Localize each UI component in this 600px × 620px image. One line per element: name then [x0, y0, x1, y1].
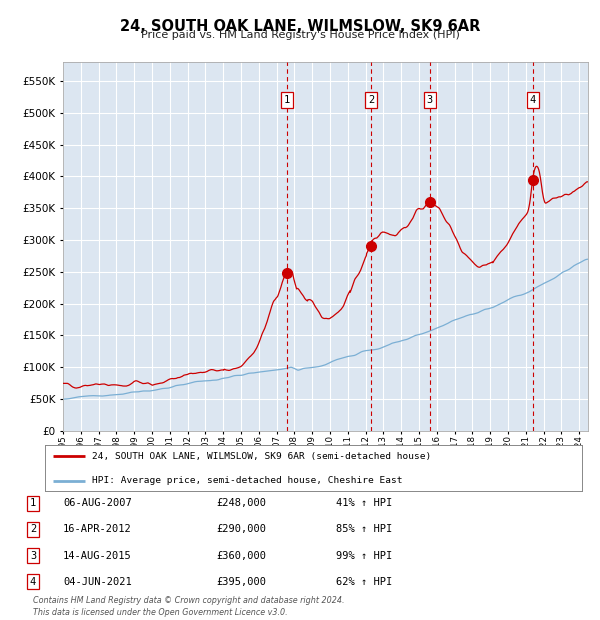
Text: 3: 3: [427, 95, 433, 105]
Text: Contains HM Land Registry data © Crown copyright and database right 2024.
This d: Contains HM Land Registry data © Crown c…: [33, 596, 344, 617]
Text: £248,000: £248,000: [216, 498, 266, 508]
Text: £395,000: £395,000: [216, 577, 266, 587]
Text: 14-AUG-2015: 14-AUG-2015: [63, 551, 132, 560]
Text: 4: 4: [30, 577, 36, 587]
Text: 3: 3: [30, 551, 36, 560]
Text: 24, SOUTH OAK LANE, WILMSLOW, SK9 6AR (semi-detached house): 24, SOUTH OAK LANE, WILMSLOW, SK9 6AR (s…: [92, 451, 431, 461]
Text: £360,000: £360,000: [216, 551, 266, 560]
Text: 04-JUN-2021: 04-JUN-2021: [63, 577, 132, 587]
Text: 2: 2: [30, 525, 36, 534]
Text: 06-AUG-2007: 06-AUG-2007: [63, 498, 132, 508]
Text: 99% ↑ HPI: 99% ↑ HPI: [336, 551, 392, 560]
Text: 16-APR-2012: 16-APR-2012: [63, 525, 132, 534]
Text: £290,000: £290,000: [216, 525, 266, 534]
Text: 62% ↑ HPI: 62% ↑ HPI: [336, 577, 392, 587]
Text: 2: 2: [368, 95, 374, 105]
Text: 85% ↑ HPI: 85% ↑ HPI: [336, 525, 392, 534]
Text: 41% ↑ HPI: 41% ↑ HPI: [336, 498, 392, 508]
Text: 1: 1: [30, 498, 36, 508]
Text: HPI: Average price, semi-detached house, Cheshire East: HPI: Average price, semi-detached house,…: [92, 476, 403, 485]
Text: Price paid vs. HM Land Registry's House Price Index (HPI): Price paid vs. HM Land Registry's House …: [140, 30, 460, 40]
Text: 24, SOUTH OAK LANE, WILMSLOW, SK9 6AR: 24, SOUTH OAK LANE, WILMSLOW, SK9 6AR: [120, 19, 480, 33]
Text: 4: 4: [530, 95, 536, 105]
Text: 1: 1: [284, 95, 290, 105]
